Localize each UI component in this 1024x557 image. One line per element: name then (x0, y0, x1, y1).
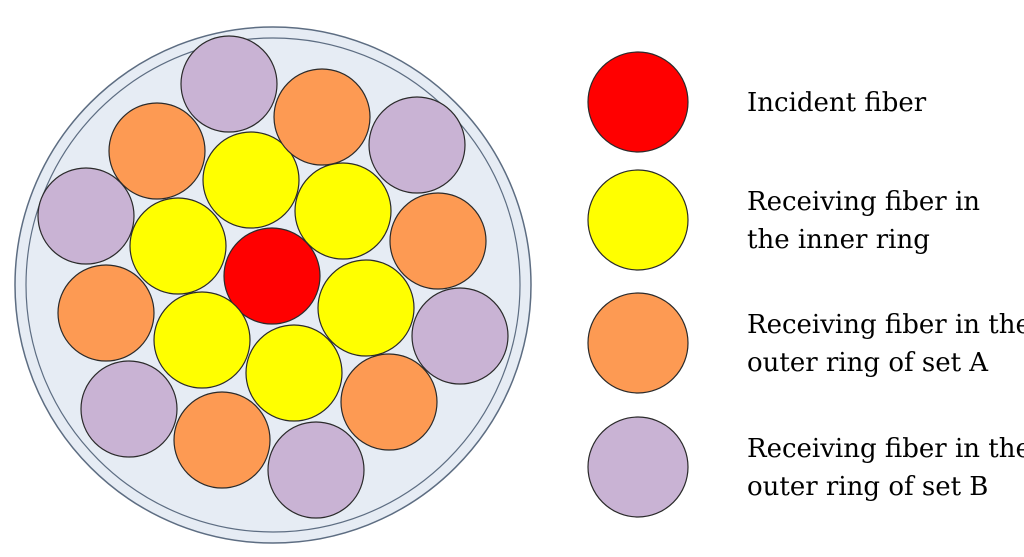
legend-item-outer-ring-a: Receiving fiber in the outer ring of set … (587, 292, 1024, 394)
legend-label-line: the inner ring (747, 225, 930, 255)
fiber-outer-ring-b (411, 287, 509, 385)
legend-label-line: outer ring of set B (747, 472, 988, 502)
fiber-inner-ring (245, 324, 343, 422)
legend: Incident fiber Receiving fiber in the inne… (587, 51, 1024, 518)
fiber-outer-ring-a (173, 391, 271, 489)
legend-item-outer-ring-b: Receiving fiber in the outer ring of set … (587, 416, 1024, 518)
fiber-inner-ring (129, 197, 227, 295)
fiber-inner-ring (317, 259, 415, 357)
fiber-inner-ring (202, 131, 300, 229)
fiber-outer-ring-b (368, 96, 466, 194)
legend-item-inner-ring: Receiving fiber in the inner ring (587, 169, 980, 271)
legend-swatch (587, 292, 689, 394)
legend-swatch (587, 416, 689, 518)
fiber-outer-ring-b (267, 421, 365, 519)
fiber-outer-ring-b (180, 35, 278, 133)
fiber-outer-ring-a (273, 68, 371, 166)
fiber-bundle-cross-section (14, 26, 532, 544)
legend-label-line: Incident fiber (747, 88, 927, 118)
legend-label-line: Receiving fiber in the (747, 310, 1024, 340)
legend-swatch (587, 51, 689, 153)
legend-label-line: Receiving fiber in the (747, 434, 1024, 464)
fiber-incident (223, 227, 321, 325)
fiber-group (37, 35, 509, 519)
legend-item-incident: Incident fiber (587, 51, 927, 153)
fiber-outer-ring-a (108, 102, 206, 200)
fiber-outer-ring-a (57, 264, 155, 362)
fiber-outer-ring-b (80, 360, 178, 458)
fiber-outer-ring-a (389, 192, 487, 290)
legend-swatch (587, 169, 689, 271)
fiber-inner-ring (153, 291, 251, 389)
fiber-outer-ring-a (340, 353, 438, 451)
legend-label-line: outer ring of set A (747, 348, 989, 378)
fiber-outer-ring-b (37, 167, 135, 265)
fiber-inner-ring (294, 162, 392, 260)
legend-label-line: Receiving fiber in (747, 187, 980, 217)
bundle-inner-sheath (25, 37, 521, 533)
